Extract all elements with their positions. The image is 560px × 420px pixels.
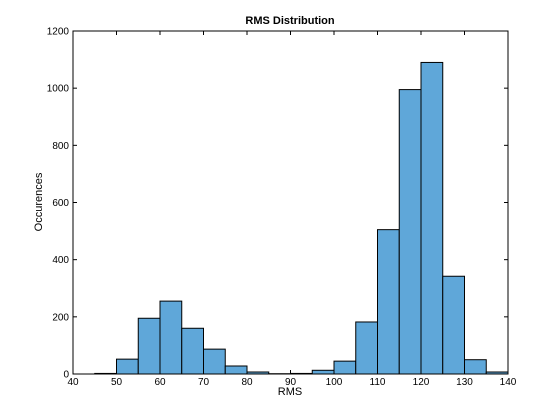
y-axis-label: Occurences bbox=[33, 172, 45, 231]
y-tick-label: 200 bbox=[52, 312, 69, 323]
histogram-bar-10 bbox=[311, 369, 335, 375]
x-axis: 40 50 60 70 80 90 100 110 120 130 140 bbox=[67, 31, 517, 388]
x-tick-label: 50 bbox=[111, 377, 123, 388]
y-axis: 0 200 400 600 800 1000 1200 bbox=[47, 27, 508, 381]
y-tick-label: 0 bbox=[63, 370, 69, 381]
histogram-bar-14 bbox=[398, 89, 422, 375]
x-tick-label: 110 bbox=[370, 377, 386, 388]
y-tick-label: 400 bbox=[52, 255, 69, 266]
y-tick-label: 1000 bbox=[47, 84, 70, 95]
bars-group bbox=[94, 61, 509, 375]
histogram-bar-6 bbox=[224, 365, 248, 375]
histogram-bar-12 bbox=[355, 321, 378, 375]
y-tick-label: 800 bbox=[52, 141, 69, 152]
x-tick-label: 120 bbox=[413, 377, 430, 388]
histogram-bar-16 bbox=[442, 275, 465, 375]
histogram-bar-11 bbox=[333, 360, 357, 375]
x-tick-label: 70 bbox=[198, 377, 210, 388]
histogram-bar-1 bbox=[116, 358, 139, 375]
x-tick-label: 80 bbox=[241, 377, 253, 388]
histogram-bar-2 bbox=[137, 317, 161, 375]
plot-frame bbox=[72, 30, 509, 375]
histogram-bar-17 bbox=[464, 359, 487, 375]
x-tick-label: 40 bbox=[67, 377, 79, 388]
histogram-bar-3 bbox=[159, 300, 183, 375]
histogram-bar-13 bbox=[377, 229, 400, 375]
histogram-bar-4 bbox=[181, 327, 204, 375]
y-tick-label: 1200 bbox=[47, 27, 70, 38]
y-tick-label: 600 bbox=[52, 198, 69, 209]
chart-title: RMS Distribution bbox=[245, 15, 334, 27]
x-axis-label: RMS bbox=[278, 386, 302, 398]
histogram-bar-15 bbox=[420, 61, 444, 375]
x-tick-label: 60 bbox=[154, 377, 166, 388]
x-tick-label: 100 bbox=[326, 377, 343, 388]
x-tick-label: 140 bbox=[500, 377, 517, 388]
x-tick-label: 90 bbox=[285, 377, 297, 388]
histogram-bar-5 bbox=[203, 348, 226, 375]
x-tick-label: 130 bbox=[456, 377, 473, 388]
